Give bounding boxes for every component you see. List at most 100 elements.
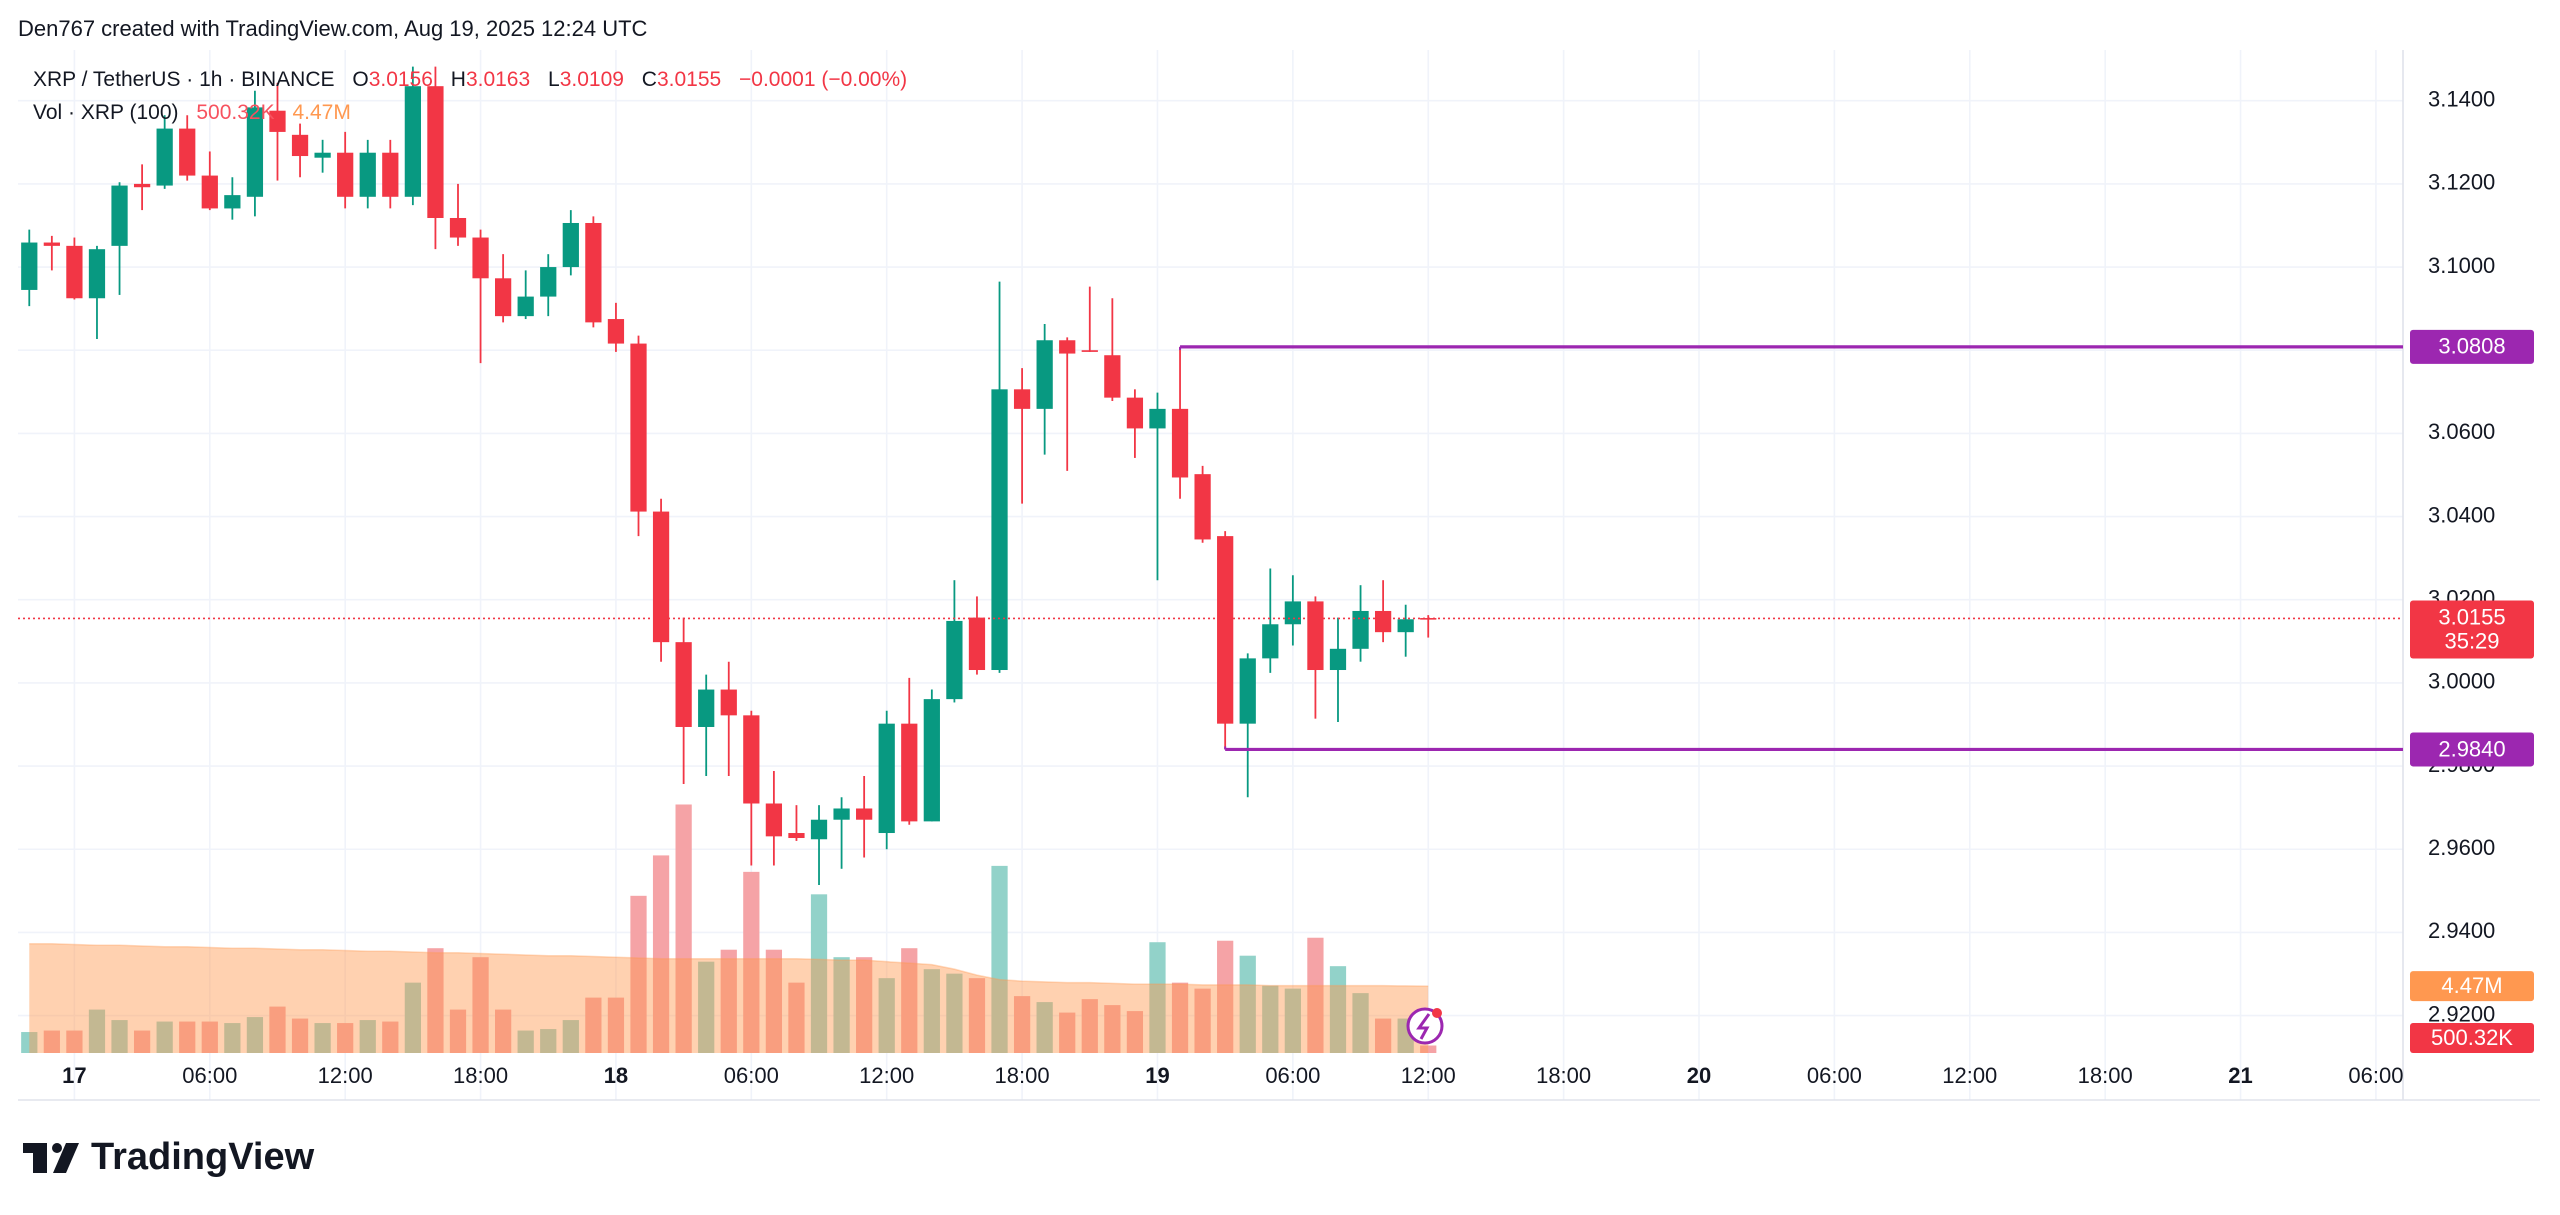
candle-body	[1104, 355, 1121, 398]
volume-bar	[1149, 942, 1166, 1053]
volume-layer	[21, 804, 1437, 1053]
candle-body	[810, 819, 828, 840]
volume-bar	[449, 1009, 467, 1053]
replay-icon[interactable]	[1406, 1007, 1444, 1045]
change: −0.0001 (−0.00%)	[739, 68, 907, 91]
volume-bar	[856, 957, 873, 1053]
volume-bar	[1239, 955, 1256, 1053]
candle-body	[111, 185, 128, 246]
candle-body	[88, 249, 106, 299]
candle-body	[156, 128, 173, 186]
volume-bar	[675, 804, 692, 1053]
volume-bar	[133, 1030, 151, 1053]
volume-bar	[991, 865, 1008, 1053]
candle-body	[1284, 601, 1301, 625]
ohlc-key: H	[451, 68, 466, 91]
candle-body	[720, 689, 737, 716]
candle-body	[833, 808, 850, 820]
candle-body	[1239, 658, 1256, 724]
x-tick-label: 18	[604, 1063, 628, 1088]
candle-layer	[21, 66, 1437, 886]
candle-body	[630, 343, 647, 512]
candle-body	[495, 278, 512, 317]
y-tick-label: 2.9200	[2428, 1001, 2495, 1026]
candle-body	[765, 803, 783, 837]
volume-legend: Vol · XRP (100) 500.32K 4.47M	[33, 101, 351, 124]
volume-bar	[88, 1009, 106, 1053]
y-tick-label: 2.9400	[2428, 918, 2495, 943]
candle-body	[923, 699, 940, 822]
candle-body	[269, 110, 286, 132]
ma-label: 4.47M	[2441, 973, 2502, 998]
volume-bar	[720, 949, 737, 1053]
volume-bar	[968, 978, 986, 1053]
x-tick-label: 06:00	[2348, 1063, 2403, 1088]
volume-bar	[607, 997, 625, 1053]
ohlc-value: 3.0156	[369, 68, 433, 91]
x-tick-label: 06:00	[182, 1063, 237, 1088]
volume-bar	[562, 1020, 579, 1053]
candle-body	[788, 833, 805, 839]
x-tick-label: 12:00	[1401, 1063, 1456, 1088]
ohlc-key: O	[352, 68, 368, 91]
countdown: 35:29	[2444, 628, 2499, 653]
volume-bar	[291, 1018, 309, 1053]
volume-bar	[901, 948, 918, 1053]
y-tick-label: 2.9600	[2428, 835, 2495, 860]
volume-label: 500.32K	[2431, 1025, 2513, 1050]
candle-body	[968, 617, 986, 671]
candle-body	[1329, 648, 1347, 671]
candle-body	[652, 511, 670, 643]
candle-body	[878, 723, 895, 834]
volume-bar	[1059, 1012, 1076, 1053]
volume-bar	[472, 957, 489, 1053]
x-tick-label: 06:00	[1807, 1063, 1862, 1088]
volume-bar	[111, 1020, 128, 1053]
volume-bar	[1307, 937, 1324, 1053]
candle-body	[1194, 474, 1211, 540]
volume-bar	[833, 957, 850, 1053]
label-layer: 17 06:00 12:00 18:00 18 06:00 12:00 18:00 19 06:0…	[62, 87, 2534, 1088]
candle-body	[43, 242, 60, 246]
candle-body	[1374, 610, 1392, 633]
price-box	[2410, 600, 2534, 659]
volume-ma-line	[29, 942, 1429, 987]
volume-bar	[43, 1030, 60, 1053]
volume-bar	[495, 1009, 512, 1053]
logo: TradingView	[23, 1136, 315, 1178]
attribution: Den767 created with TradingView.com, Aug…	[18, 16, 648, 41]
candle-body	[1262, 624, 1279, 659]
candle-body	[585, 222, 602, 323]
volume-bar	[652, 855, 670, 1053]
grid	[18, 50, 2403, 1100]
price-label: 3.0155	[2438, 604, 2505, 629]
x-tick-label: 06:00	[1265, 1063, 1320, 1088]
volume-value: 500.32K	[196, 101, 274, 124]
volume-bar	[179, 1021, 196, 1053]
ohlc-key: C	[642, 68, 657, 91]
candle-body	[946, 620, 963, 700]
candle-body	[1013, 389, 1031, 409]
volume-bar	[698, 961, 715, 1053]
y-tick-label: 3.1400	[2428, 87, 2495, 112]
ohlc-key: L	[548, 68, 560, 91]
volume-bar	[359, 1020, 376, 1053]
volume-bar	[788, 982, 805, 1053]
y-tick-label: 3.1000	[2428, 253, 2495, 278]
candle-body	[901, 723, 918, 822]
candle-body	[1352, 610, 1369, 649]
candle-body	[1081, 350, 1098, 352]
candle-body	[1217, 536, 1234, 724]
x-tick-label: 18:00	[1536, 1063, 1591, 1088]
x-tick-label: 20	[1687, 1063, 1711, 1088]
y-tick-label: 3.0600	[2428, 419, 2495, 444]
candle-body	[1171, 408, 1189, 478]
x-tick-label: 18:00	[995, 1063, 1050, 1088]
ohlc-value: 3.0163	[466, 68, 530, 91]
candle-body	[133, 183, 151, 188]
y-tick-label: 3.0000	[2428, 669, 2495, 694]
volume-bar	[1284, 988, 1301, 1053]
x-tick-label: 12:00	[1942, 1063, 1997, 1088]
